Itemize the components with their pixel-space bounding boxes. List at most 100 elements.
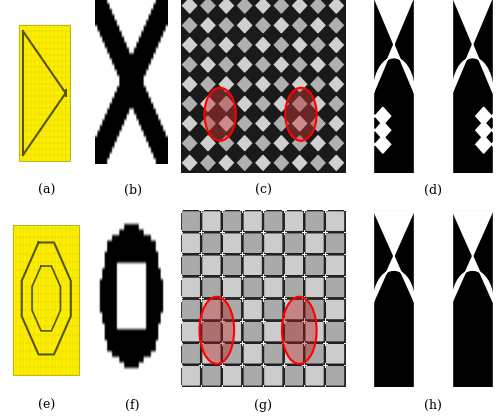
FancyBboxPatch shape xyxy=(284,299,304,320)
Polygon shape xyxy=(311,155,325,170)
FancyBboxPatch shape xyxy=(202,255,221,275)
Text: (g): (g) xyxy=(254,399,272,411)
Polygon shape xyxy=(292,136,306,151)
Polygon shape xyxy=(274,37,288,52)
FancyBboxPatch shape xyxy=(243,366,262,386)
Polygon shape xyxy=(330,77,344,92)
FancyBboxPatch shape xyxy=(202,366,221,386)
FancyBboxPatch shape xyxy=(326,366,345,386)
Polygon shape xyxy=(492,121,500,139)
Polygon shape xyxy=(330,136,344,151)
Polygon shape xyxy=(436,344,449,359)
Polygon shape xyxy=(493,0,500,173)
Polygon shape xyxy=(311,57,325,72)
Text: (b): (b) xyxy=(124,184,142,197)
Polygon shape xyxy=(201,116,215,131)
Polygon shape xyxy=(358,362,370,376)
Polygon shape xyxy=(311,97,325,111)
Polygon shape xyxy=(418,344,430,359)
FancyBboxPatch shape xyxy=(264,255,283,275)
FancyBboxPatch shape xyxy=(243,299,262,320)
Polygon shape xyxy=(182,136,196,151)
FancyBboxPatch shape xyxy=(243,322,262,342)
Polygon shape xyxy=(330,18,344,33)
FancyBboxPatch shape xyxy=(264,277,283,298)
Text: (f): (f) xyxy=(126,399,140,411)
FancyBboxPatch shape xyxy=(284,322,304,342)
FancyBboxPatch shape xyxy=(222,233,242,253)
Polygon shape xyxy=(256,77,270,92)
Polygon shape xyxy=(492,136,500,153)
Polygon shape xyxy=(220,136,234,151)
Polygon shape xyxy=(220,116,234,131)
Polygon shape xyxy=(436,362,449,376)
FancyBboxPatch shape xyxy=(284,277,304,298)
FancyBboxPatch shape xyxy=(326,211,345,231)
FancyBboxPatch shape xyxy=(264,233,283,253)
Polygon shape xyxy=(201,136,215,151)
FancyBboxPatch shape xyxy=(222,211,242,231)
FancyBboxPatch shape xyxy=(264,211,283,231)
Polygon shape xyxy=(433,210,452,387)
Polygon shape xyxy=(414,210,433,387)
Polygon shape xyxy=(359,107,375,125)
FancyBboxPatch shape xyxy=(243,233,262,253)
Polygon shape xyxy=(292,18,306,33)
FancyBboxPatch shape xyxy=(243,255,262,275)
FancyBboxPatch shape xyxy=(202,277,221,298)
Polygon shape xyxy=(311,136,325,151)
Polygon shape xyxy=(274,77,288,92)
Polygon shape xyxy=(292,37,306,52)
Polygon shape xyxy=(201,37,215,52)
Polygon shape xyxy=(476,121,492,139)
FancyBboxPatch shape xyxy=(305,344,324,364)
Polygon shape xyxy=(238,155,252,170)
Polygon shape xyxy=(182,116,196,131)
Polygon shape xyxy=(220,57,234,72)
Polygon shape xyxy=(496,362,500,376)
Polygon shape xyxy=(496,323,500,337)
FancyBboxPatch shape xyxy=(222,322,242,342)
Polygon shape xyxy=(292,77,306,92)
Polygon shape xyxy=(182,57,196,72)
Polygon shape xyxy=(374,210,414,302)
FancyBboxPatch shape xyxy=(202,211,221,231)
Polygon shape xyxy=(238,57,252,72)
Polygon shape xyxy=(256,155,270,170)
Polygon shape xyxy=(292,155,306,170)
Polygon shape xyxy=(476,136,492,153)
Polygon shape xyxy=(274,136,288,151)
Polygon shape xyxy=(330,37,344,52)
Polygon shape xyxy=(238,116,252,131)
Bar xyxy=(19,25,70,161)
Polygon shape xyxy=(433,0,452,173)
Polygon shape xyxy=(374,0,414,93)
Polygon shape xyxy=(274,57,288,72)
Polygon shape xyxy=(418,323,430,337)
Polygon shape xyxy=(201,97,215,111)
Polygon shape xyxy=(292,116,306,131)
FancyBboxPatch shape xyxy=(202,299,221,320)
Polygon shape xyxy=(292,0,306,13)
Polygon shape xyxy=(375,107,390,125)
FancyBboxPatch shape xyxy=(202,233,221,253)
Polygon shape xyxy=(330,0,344,13)
FancyBboxPatch shape xyxy=(326,277,345,298)
Polygon shape xyxy=(354,0,500,173)
Polygon shape xyxy=(201,0,215,13)
Polygon shape xyxy=(256,136,270,151)
Polygon shape xyxy=(220,97,234,111)
FancyBboxPatch shape xyxy=(326,344,345,364)
FancyBboxPatch shape xyxy=(305,211,324,231)
Polygon shape xyxy=(238,77,252,92)
Polygon shape xyxy=(436,323,449,337)
Polygon shape xyxy=(220,77,234,92)
Polygon shape xyxy=(493,210,500,387)
Ellipse shape xyxy=(282,297,316,364)
Polygon shape xyxy=(201,155,215,170)
FancyBboxPatch shape xyxy=(264,322,283,342)
FancyBboxPatch shape xyxy=(243,211,262,231)
FancyBboxPatch shape xyxy=(243,344,262,364)
Polygon shape xyxy=(418,362,430,376)
FancyBboxPatch shape xyxy=(181,211,201,231)
